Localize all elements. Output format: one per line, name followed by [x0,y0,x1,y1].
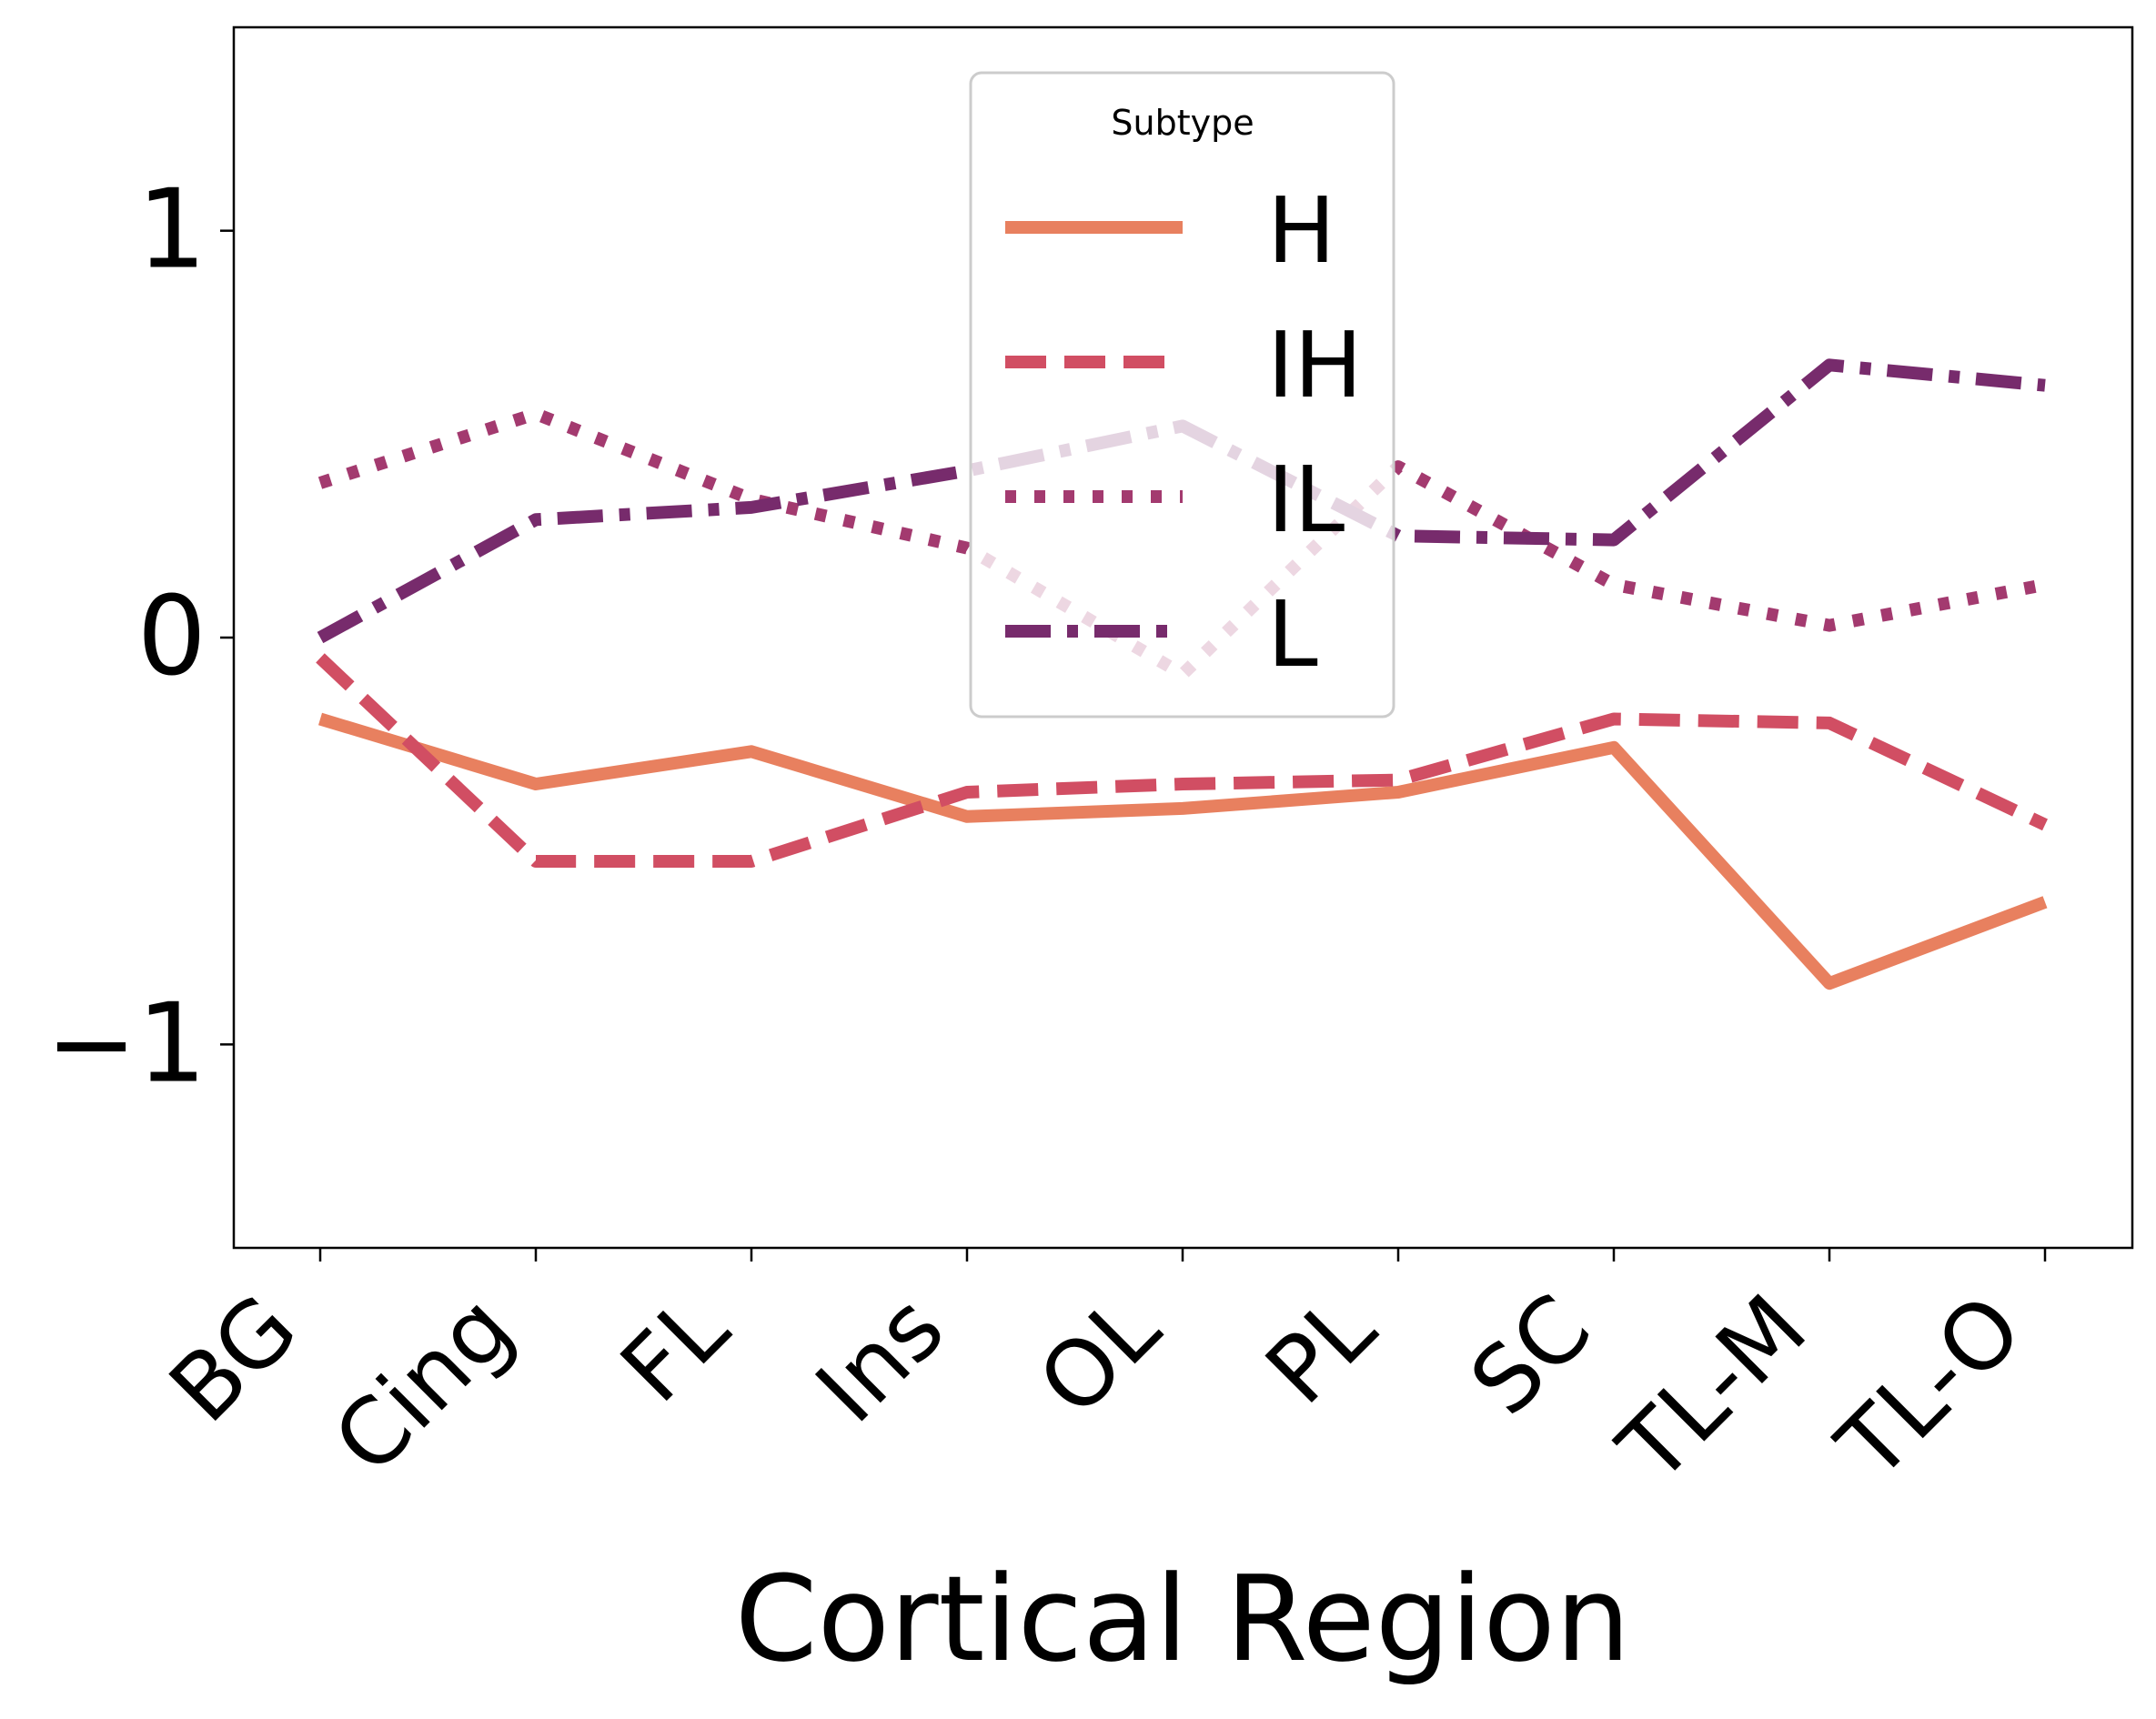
x-tick-label-tl-m: TL-M [1598,1274,1827,1503]
y-tick-label: 1 [137,167,207,294]
legend-label-h: H [1267,177,1335,284]
x-tick-label-ol: OL [1018,1274,1180,1436]
x-tick-label-fl: FL [600,1274,749,1422]
legend-entries: H IH IL L [1005,177,1363,688]
y-tick-label: −1 [45,980,207,1107]
x-tick-label-tl-o: TL-O [1817,1274,2042,1500]
x-tick-label-pl: PL [1245,1274,1395,1424]
legend-label-l: L [1267,581,1318,688]
series-line-h [317,712,2048,990]
legend-title: Subtype [1111,103,1254,143]
legend-label-il: IL [1267,447,1345,553]
x-tick-label-ins: Ins [796,1274,964,1443]
x-tick-label-cing: Cing [314,1274,533,1493]
y-tick-label: 0 [137,574,207,700]
x-axis-label: Cortical Region [735,1550,1630,1688]
x-tick-label-bg: BG [149,1274,317,1443]
legend-label-ih: IH [1267,312,1363,418]
legend: Subtype H IH IL L [969,71,1395,719]
series-line-ih [316,653,2048,868]
x-tick-label-sc: SC [1450,1274,1611,1435]
